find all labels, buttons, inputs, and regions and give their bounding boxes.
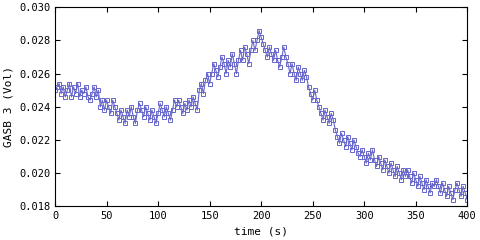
Y-axis label: GASB 3 (Vol): GASB 3 (Vol) [3,66,13,147]
X-axis label: time (s): time (s) [234,227,288,237]
